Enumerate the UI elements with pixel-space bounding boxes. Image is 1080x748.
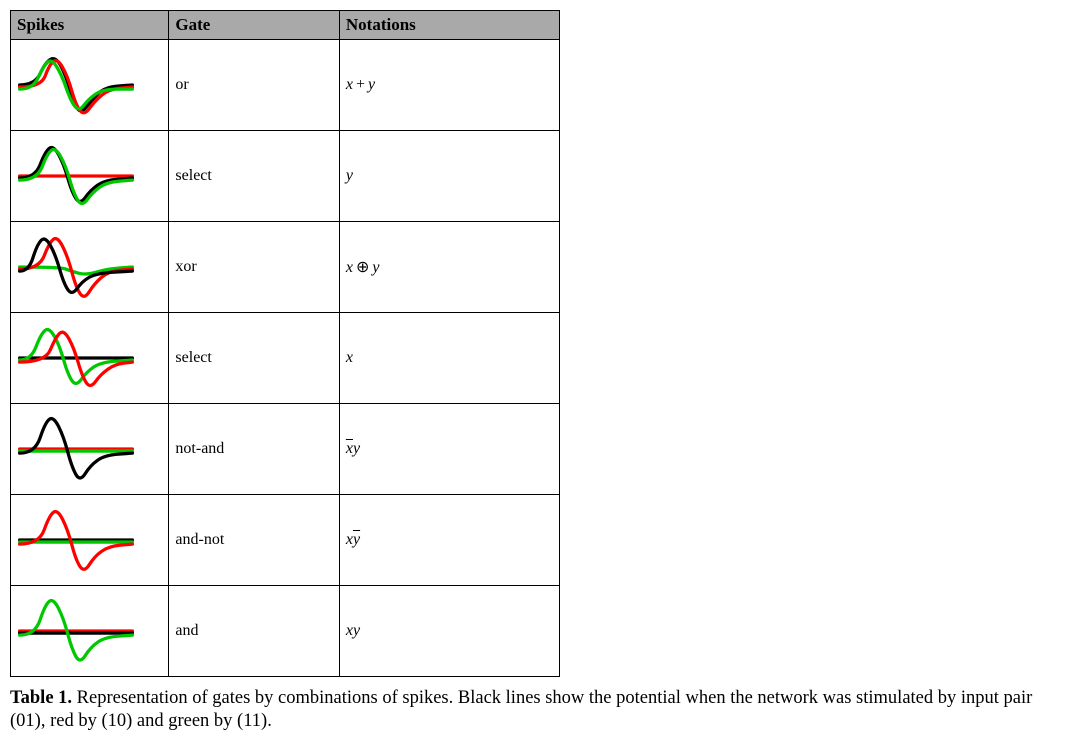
table-row: orx+y [11, 40, 560, 131]
table-body: orx+yselectyxorx⊕yselectxnot-andxyand-no… [11, 40, 560, 677]
gate-cell: and-not [169, 495, 339, 586]
notation-cell: xy [339, 586, 559, 677]
gate-cell: xor [169, 222, 339, 313]
spike-plot [11, 44, 141, 126]
spike-cell [11, 40, 169, 131]
spike-plot [11, 317, 141, 399]
gates-table: Spikes Gate Notations orx+yselectyxorx⊕y… [10, 10, 560, 677]
table-header-row: Spikes Gate Notations [11, 11, 560, 40]
spike-cell [11, 131, 169, 222]
table-row: selecty [11, 131, 560, 222]
spike-plot [11, 590, 141, 672]
gate-cell: select [169, 131, 339, 222]
notation-cell: xy [339, 404, 559, 495]
gate-cell: not-and [169, 404, 339, 495]
spike-plot [11, 135, 141, 217]
gate-cell: and [169, 586, 339, 677]
notation-cell: x+y [339, 40, 559, 131]
spike-plot [11, 226, 141, 308]
notation-cell: xy [339, 495, 559, 586]
gate-cell: select [169, 313, 339, 404]
spike-cell [11, 313, 169, 404]
caption-label: Table 1. [10, 688, 72, 708]
spike-plot [11, 499, 141, 581]
table-caption: Table 1. Representation of gates by comb… [10, 687, 1070, 733]
notation-cell: x [339, 313, 559, 404]
table-row: selectx [11, 313, 560, 404]
spike-cell [11, 222, 169, 313]
col-header-spikes: Spikes [11, 11, 169, 40]
notation-cell: x⊕y [339, 222, 559, 313]
table-row: andxy [11, 586, 560, 677]
spike-cell [11, 404, 169, 495]
table-row: xorx⊕y [11, 222, 560, 313]
notation-cell: y [339, 131, 559, 222]
caption-text: Representation of gates by combinations … [10, 688, 1032, 731]
col-header-gate: Gate [169, 11, 339, 40]
spike-cell [11, 495, 169, 586]
table-row: and-notxy [11, 495, 560, 586]
table-row: not-andxy [11, 404, 560, 495]
spike-cell [11, 586, 169, 677]
spike-plot [11, 408, 141, 490]
gate-cell: or [169, 40, 339, 131]
col-header-notations: Notations [339, 11, 559, 40]
